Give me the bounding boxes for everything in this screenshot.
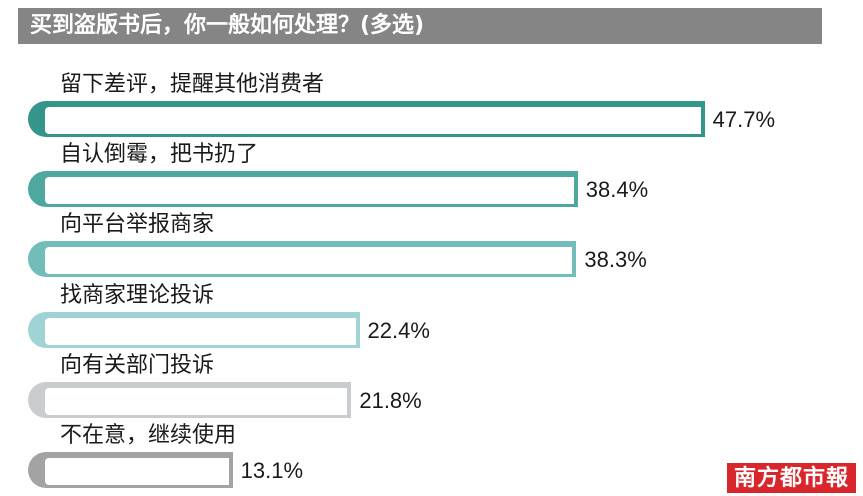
value-label-1: 47.7% [712, 107, 776, 132]
category-label-4: 找商家理论投诉 [60, 282, 215, 308]
category-label-5: 向有关部门投诉 [60, 352, 215, 378]
category-label-6: 不在意，继续使用 [60, 423, 237, 448]
bar-inner-6 [45, 458, 229, 485]
bar-6 [28, 452, 233, 488]
newspaper-logo: 南方都市報 [727, 463, 856, 493]
value-label-2: 38.4% [585, 177, 649, 203]
bar-3 [28, 241, 577, 278]
category-label-2: 自认倒霉，把书扔了 [60, 142, 259, 168]
title-bar: 买到盗版书后，你一般如何处理？(多选) [18, 8, 822, 44]
bar-inner-4 [45, 317, 356, 345]
bar-inner-5 [45, 387, 348, 415]
bar-1 [28, 101, 705, 137]
value-label-5: 21.8% [359, 387, 422, 413]
bar-inner-3 [45, 247, 573, 275]
category-label-1: 留下差评，提醒其他消费者 [60, 72, 325, 97]
bar-2 [28, 171, 578, 208]
bar-inner-1 [45, 107, 701, 134]
category-label-3: 向平台举报商家 [60, 212, 215, 238]
value-label-3: 38.3% [584, 247, 647, 273]
bar-5 [28, 381, 352, 418]
bar-inner-2 [45, 177, 574, 205]
value-label-6: 13.1% [240, 458, 304, 483]
bar-4 [28, 311, 360, 348]
chart-title: 买到盗版书后，你一般如何处理？(多选) [30, 13, 425, 38]
logo-text: 南方都市報 [733, 465, 849, 491]
value-label-4: 22.4% [367, 317, 430, 343]
